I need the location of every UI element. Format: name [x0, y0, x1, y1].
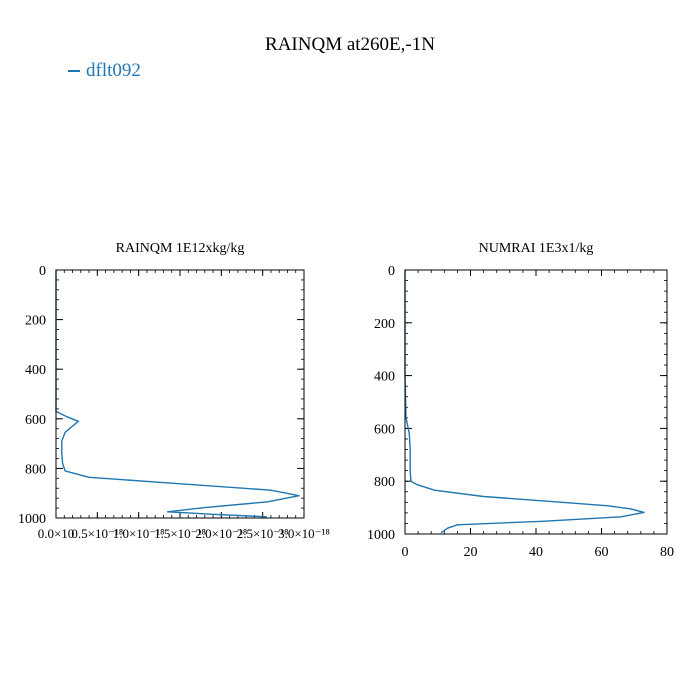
- x-tick-label: 60: [595, 545, 609, 560]
- x-tick-label: 1.0×10⁻¹⁸: [113, 526, 165, 541]
- legend-line-icon: [68, 69, 80, 72]
- x-tick-label: 2.0×10⁻¹⁸: [195, 526, 247, 541]
- series-line: [404, 270, 645, 534]
- y-tick-label: 1000: [367, 528, 395, 543]
- x-tick-label: 1.5×10⁻¹⁸: [154, 526, 206, 541]
- plot-frame: [55, 269, 305, 519]
- y-tick-label: 400: [374, 370, 395, 385]
- x-tick-label: 2.5×10⁻¹⁸: [237, 526, 289, 541]
- y-tick-label: 0: [39, 264, 46, 279]
- legend-label: dflt092: [86, 60, 141, 81]
- x-tick-label: 20: [464, 545, 478, 560]
- x-tick-label: 80: [660, 545, 674, 560]
- y-tick-label: 0: [388, 264, 395, 279]
- x-tick-label: 0: [402, 545, 409, 560]
- x-tick-label: 0.5×10⁻¹⁸: [71, 526, 123, 541]
- y-tick-label: 400: [25, 363, 46, 378]
- x-tick-label: 3.0×10⁻¹⁸: [278, 526, 330, 541]
- legend: dflt092: [68, 60, 141, 82]
- x-tick-label: 0.0×10: [38, 526, 75, 541]
- plot-frame: [404, 269, 668, 535]
- series-line: [55, 270, 300, 518]
- x-tick-label: 40: [529, 545, 543, 560]
- chart-title: RAINQM 1E12xkg/kg: [116, 241, 245, 256]
- chart-title: NUMRAI 1E3x1/kg: [479, 241, 594, 256]
- page-title: RAINQM at260E,-1N: [265, 34, 435, 55]
- y-tick-label: 600: [25, 413, 46, 428]
- y-tick-label: 800: [25, 462, 46, 477]
- y-tick-label: 800: [374, 475, 395, 490]
- rainqm-chart: RAINQM 1E12xkg/kg 0.0×100.5×10⁻¹⁸1.0×10⁻¹…: [18, 241, 330, 541]
- y-tick-label: 200: [374, 317, 395, 332]
- y-tick-label: 1000: [18, 512, 46, 527]
- numrai-chart: NUMRAI 1E3x1/kg0 20 40 60 800200400600800100…: [367, 241, 674, 560]
- y-tick-label: 200: [25, 314, 46, 329]
- y-tick-label: 600: [374, 422, 395, 437]
